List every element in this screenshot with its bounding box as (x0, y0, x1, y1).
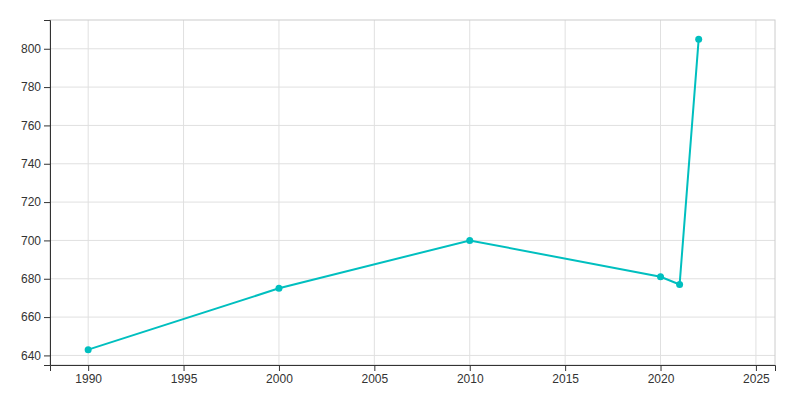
x-tick-mark (374, 365, 375, 371)
x-grid-line (278, 20, 279, 365)
x-tick: 1990 (75, 365, 102, 386)
y-tick-mark (44, 355, 50, 356)
x-tick-label: 2025 (743, 372, 770, 386)
point (275, 285, 282, 292)
x-tick-mark (756, 365, 757, 371)
x-tick: 1995 (171, 365, 198, 386)
x-tick-label: 1990 (75, 372, 102, 386)
x-tick: 2020 (648, 365, 675, 386)
y-tick-mark (44, 164, 50, 165)
x-tick: 2000 (266, 365, 293, 386)
x-tick-label: 2005 (361, 372, 388, 386)
y-tick-label: 800 (21, 42, 41, 56)
y-tick-mark (44, 202, 50, 203)
data-marks (85, 36, 703, 354)
x-tick: 2025 (743, 365, 770, 386)
y-tick-label: 780 (21, 80, 41, 94)
y-tick: 640 (21, 349, 50, 363)
line (88, 39, 699, 350)
x-grid-line (469, 20, 470, 365)
y-tick-mark (44, 317, 50, 318)
x-grid-line (88, 20, 89, 365)
y-tick: 740 (21, 157, 50, 171)
y-tick: 660 (21, 310, 50, 324)
y-tick-mark (44, 87, 50, 88)
y-axis-line (44, 21, 51, 366)
x-axis: 1990 1995 2000 2005 2010 2015 2020 2025 (51, 365, 776, 386)
x-tick: 2015 (552, 365, 579, 386)
y-tick-label: 720 (21, 195, 41, 209)
x-tick-mark (661, 365, 662, 371)
y-grid-line (50, 163, 775, 164)
y-tick: 800 (21, 42, 50, 56)
point (466, 237, 473, 244)
y-grid-line (50, 317, 775, 318)
y-grid-line (50, 87, 775, 88)
x-tick: 2005 (361, 365, 388, 386)
y-tick: 780 (21, 80, 50, 94)
x-axis-line (51, 366, 776, 372)
y-tick-mark (44, 49, 50, 50)
x-tick-label: 2000 (266, 372, 293, 386)
x-tick-label: 2020 (648, 372, 675, 386)
x-grid-line (183, 20, 184, 365)
x-tick: 2010 (457, 365, 484, 386)
y-tick-label: 660 (21, 310, 41, 324)
x-tick-mark (470, 365, 471, 371)
y-tick: 760 (21, 119, 50, 133)
y-tick-label: 740 (21, 157, 41, 171)
x-tick-label: 2010 (457, 372, 484, 386)
x-tick-label: 1995 (171, 372, 198, 386)
y-tick: 680 (21, 272, 50, 286)
grid (50, 20, 775, 365)
x-tick-mark (184, 365, 185, 371)
y-tick: 720 (21, 195, 50, 209)
y-tick-label: 700 (21, 234, 41, 248)
point (695, 36, 702, 43)
point (676, 281, 683, 288)
y-tick-label: 680 (21, 272, 41, 286)
y-tick: 700 (21, 234, 50, 248)
y-axis: 640 660 680 700 720 740 760 780 800 (21, 21, 51, 366)
chart: 1990 1995 2000 2005 2010 2015 2020 2025 640 660 68… (0, 0, 800, 400)
x-grid-line (660, 20, 661, 365)
y-tick-mark (44, 240, 50, 241)
y-grid-line (50, 202, 775, 203)
point (657, 273, 664, 280)
y-grid-line (50, 355, 775, 356)
y-tick-mark (44, 125, 50, 126)
x-tick-mark (279, 365, 280, 371)
x-tick-mark (88, 365, 89, 371)
y-tick-mark (44, 279, 50, 280)
x-grid-line (374, 20, 375, 365)
x-grid-line (755, 20, 756, 365)
y-tick-label: 760 (21, 119, 41, 133)
x-tick-mark (565, 365, 566, 371)
plot-frame (50, 20, 775, 365)
y-tick-label: 640 (21, 349, 41, 363)
y-grid-line (50, 240, 775, 241)
x-tick-label: 2015 (552, 372, 579, 386)
plot-area: 1990 1995 2000 2005 2010 2015 2020 2025 640 660 68… (21, 20, 776, 386)
y-grid-line (50, 48, 775, 49)
y-grid-line (50, 125, 775, 126)
point (85, 346, 92, 353)
x-grid-line (565, 20, 566, 365)
